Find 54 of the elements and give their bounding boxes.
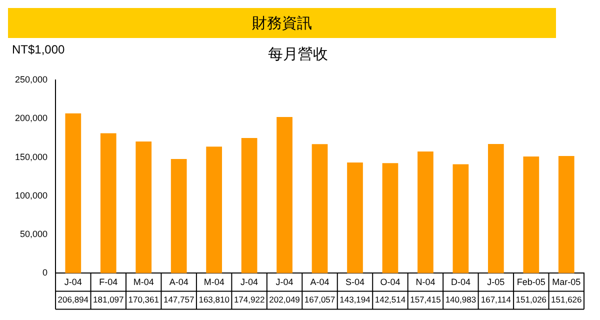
x-tick-label: Feb-05 <box>516 277 546 288</box>
y-tick-label: 150,000 <box>14 152 48 162</box>
x-tick-label: A-04 <box>310 277 330 288</box>
data-label: 142,514 <box>374 294 406 305</box>
data-label: 147,757 <box>163 294 194 305</box>
data-label: 181,097 <box>93 294 124 305</box>
y-tick-label: 50,000 <box>20 229 48 240</box>
chart-subtitle: 每月營收 <box>268 46 328 64</box>
bar <box>100 133 116 274</box>
x-tick-label: J-04 <box>240 277 258 288</box>
x-tick-label: M-04 <box>204 277 224 288</box>
bar <box>418 152 434 274</box>
bar <box>206 146 222 274</box>
bar <box>452 164 469 274</box>
bar <box>382 163 398 274</box>
bar <box>312 144 328 274</box>
bar <box>65 113 82 274</box>
y-tick-label: 0 <box>42 268 48 278</box>
bar <box>136 142 152 274</box>
data-label: 151,026 <box>516 294 547 305</box>
data-label: 206,894 <box>58 294 89 305</box>
data-label: 163,810 <box>198 294 230 305</box>
bar <box>488 144 504 274</box>
data-label: 174,922 <box>234 294 265 305</box>
data-label: 170,361 <box>128 294 160 305</box>
y-axis-title: NT$1,000 <box>12 42 66 56</box>
x-tick-label: F-04 <box>99 277 118 288</box>
bar <box>347 162 363 274</box>
x-tick-label: D-04 <box>450 277 470 288</box>
data-label: 202,049 <box>269 294 300 305</box>
x-tick-label: O-04 <box>380 277 400 288</box>
y-tick-label: 200,000 <box>14 113 48 124</box>
bar <box>523 156 540 274</box>
x-tick-label: N-04 <box>416 277 436 288</box>
x-tick-label: A-04 <box>169 277 188 288</box>
data-label: 143,194 <box>340 294 371 305</box>
x-tick-label: S-04 <box>345 277 365 288</box>
x-tick-label: M-04 <box>133 277 154 288</box>
x-tick-label: J-05 <box>487 277 505 288</box>
data-label: 157,415 <box>410 294 442 305</box>
data-label: 167,057 <box>304 294 336 305</box>
y-tick-label: 250,000 <box>14 74 48 84</box>
bar <box>170 159 187 274</box>
x-tick-label: J-04 <box>276 277 294 288</box>
bar <box>241 138 258 274</box>
chart-title: 財務資訊 <box>8 8 556 38</box>
y-tick-label: 100,000 <box>14 190 48 200</box>
data-label: 151,626 <box>551 294 582 305</box>
data-label: 140,983 <box>445 294 476 305</box>
x-tick-label: J-04 <box>64 277 82 288</box>
bar <box>558 156 574 274</box>
data-label: 167,114 <box>480 294 512 305</box>
bar <box>276 117 292 274</box>
x-tick-label: Mar-05 <box>552 277 581 288</box>
